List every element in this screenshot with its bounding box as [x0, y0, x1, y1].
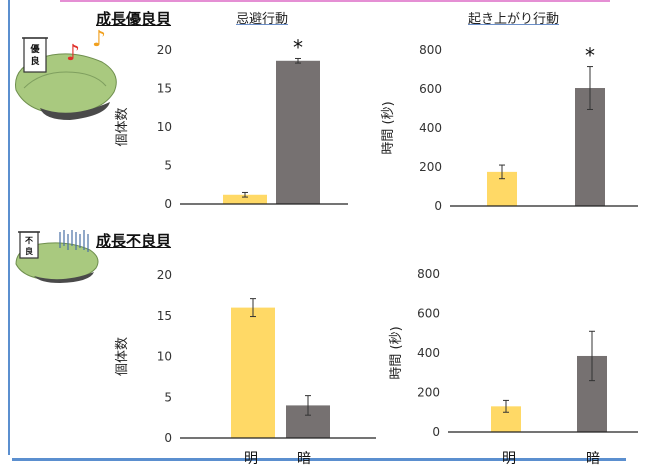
category-label-light-left: 明 [244, 451, 258, 467]
y-tick-label: 5 [164, 159, 172, 173]
y-tick-label: 20 [157, 268, 172, 282]
left-border [8, 0, 10, 455]
chart-poor-righting: 0 200 400 600 800 時間 (秒) [389, 267, 638, 439]
y-tick-label: 0 [164, 197, 172, 211]
category-label-dark-right: 暗 [586, 451, 600, 467]
good-abalone-illustration: 優 良 ♪ ♪ [15, 28, 117, 120]
title-righting: 起き上がり行動 [468, 12, 560, 27]
good-flag-icon: 優 良 [22, 37, 48, 73]
top-border [60, 0, 610, 2]
good-flag-char2: 良 [30, 55, 39, 67]
chart-good-righting: 0 200 400 600 800 時間 (秒) * [381, 43, 638, 213]
bar-dark [276, 60, 320, 204]
y-tick-label: 800 [417, 267, 440, 281]
y-axis-label: 時間 (秒) [389, 326, 404, 379]
category-label-light-right: 明 [502, 451, 516, 467]
y-tick-label: 5 [164, 390, 172, 404]
y-tick-label: 600 [417, 307, 440, 321]
y-axis-label: 個体数 [115, 107, 130, 146]
music-note-red-icon: ♪ [66, 41, 80, 66]
significance-asterisk: * [293, 35, 303, 59]
bar-light [231, 307, 275, 438]
y-tick-label: 0 [434, 199, 442, 213]
significance-asterisk: * [585, 44, 595, 68]
y-tick-label: 15 [157, 82, 172, 96]
y-tick-label: 400 [417, 346, 440, 360]
poor-abalone-illustration: 不 良 [15, 230, 99, 283]
y-tick-label: 15 [157, 309, 172, 323]
good-flag-char1: 優 [29, 43, 40, 55]
title-avoidance: 忌避行動 [236, 12, 289, 27]
y-tick-label: 800 [419, 43, 442, 57]
y-tick-label: 0 [432, 425, 440, 439]
chart-poor-avoidance: 0 5 10 15 20 個体数 [115, 268, 376, 442]
y-tick-label: 200 [417, 386, 440, 400]
heading-good-growth: 成長優良貝 [96, 10, 172, 28]
category-label-dark-left: 暗 [297, 451, 311, 467]
rain-lines-icon [59, 230, 89, 252]
y-axis-label: 個体数 [115, 337, 130, 376]
poor-flag-char1: 不 [25, 236, 33, 245]
poor-flag-icon: 不 良 [18, 231, 40, 259]
music-note-orange-icon: ♪ [92, 28, 106, 52]
y-tick-label: 400 [419, 121, 442, 135]
y-tick-label: 200 [419, 160, 442, 174]
heading-poor-growth: 成長不良貝 [96, 232, 172, 250]
y-axis-label: 時間 (秒) [381, 101, 396, 154]
bar-light [223, 194, 267, 204]
y-tick-label: 20 [157, 43, 172, 57]
y-tick-label: 10 [157, 120, 172, 134]
y-tick-label: 600 [419, 82, 442, 96]
y-tick-label: 10 [157, 350, 172, 364]
bottom-border [12, 458, 626, 461]
poor-flag-char2: 良 [25, 246, 33, 256]
chart-good-avoidance: 0 5 10 15 20 個体数 * [115, 35, 348, 211]
y-tick-label: 0 [164, 431, 172, 442]
